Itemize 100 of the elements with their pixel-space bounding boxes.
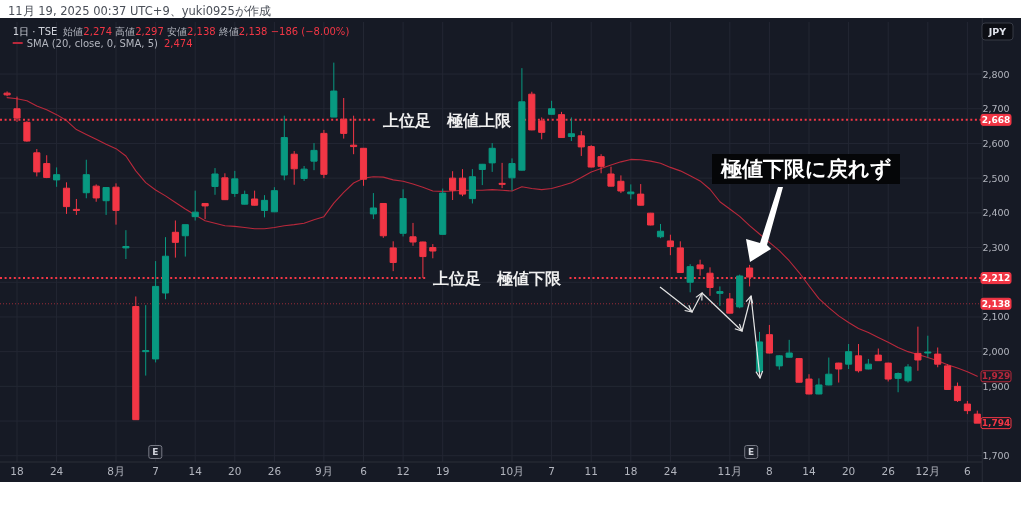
x-tick-label: 7 <box>152 465 159 477</box>
x-tick-label: 9月 <box>315 465 333 477</box>
candlestick <box>241 190 249 206</box>
candlestick <box>429 243 437 259</box>
candlestick <box>102 186 110 216</box>
x-tick-label: 11月 <box>717 465 742 477</box>
candlestick <box>320 129 328 179</box>
candlestick <box>359 147 368 187</box>
candlestick <box>666 234 674 256</box>
candlestick <box>934 346 942 368</box>
candlestick <box>805 373 813 395</box>
candlestick <box>62 181 71 215</box>
candlestick <box>637 183 645 207</box>
candlestick <box>835 362 843 384</box>
x-tick-label: 18 <box>624 465 638 477</box>
candlestick <box>845 343 853 370</box>
candlestick <box>944 363 952 391</box>
candlestick <box>171 219 179 259</box>
candlestick <box>617 174 625 194</box>
candlestick <box>72 198 80 216</box>
x-tick-label: 20 <box>841 465 856 477</box>
candlestick <box>528 91 536 131</box>
candlestick <box>854 343 863 373</box>
candlestick <box>607 166 615 187</box>
candlestick <box>884 362 892 382</box>
candlestick <box>251 190 259 207</box>
candlestick <box>221 172 229 201</box>
candlestick <box>280 115 288 181</box>
candlestick <box>815 377 823 395</box>
candlestick <box>340 97 348 140</box>
candlestick <box>874 348 882 362</box>
y-tick-label: 2,400 <box>982 207 1010 219</box>
x-tick-label: 10月 <box>499 465 525 477</box>
candlestick <box>152 260 160 363</box>
candlestick <box>181 224 189 258</box>
x-tick-label: 8月 <box>107 465 125 477</box>
candlestick <box>726 292 734 314</box>
candlestick <box>112 182 120 226</box>
candlestick <box>161 236 170 300</box>
candlestick <box>686 263 694 293</box>
x-tick-label: 19 <box>436 465 450 477</box>
annotation: E <box>152 447 159 457</box>
candlestick <box>795 357 803 384</box>
candlestick <box>43 154 51 179</box>
candlestick <box>389 240 397 272</box>
legend-label: SMA (20, close, 0, SMA, 5) <box>26 37 159 49</box>
candlestick <box>508 157 516 192</box>
y-tick-label: 2,600 <box>982 137 1010 149</box>
candlestick <box>518 67 526 172</box>
candlestick <box>231 170 239 198</box>
candlestick <box>676 240 684 274</box>
candlestick <box>399 188 407 237</box>
candlestick <box>260 194 269 218</box>
candlestick <box>92 183 100 203</box>
candlestick <box>449 170 457 201</box>
candlestick <box>498 162 506 189</box>
candlestick <box>270 186 278 213</box>
annotation: 極値下限に戻れず <box>719 157 892 181</box>
candlestick <box>458 168 467 197</box>
candlestick <box>310 142 318 171</box>
candlestick <box>765 324 773 354</box>
y-tick-label: 2,000 <box>982 346 1010 358</box>
x-tick-label: 24 <box>663 465 678 477</box>
text: 11月 19, 2025 00:37 UTC+9、yuki0925が作成 <box>8 3 271 18</box>
candlestick <box>716 285 724 307</box>
y-tick-label: 2,700 <box>982 103 1010 115</box>
x-tick-label: 20 <box>228 465 242 477</box>
x-tick-label: 7 <box>548 465 555 477</box>
candlestick <box>656 223 665 239</box>
candlestick <box>290 150 298 186</box>
y-axis-title: JPY <box>987 26 1007 37</box>
candlestick <box>953 382 962 403</box>
candlestick <box>736 274 744 309</box>
x-tick-label: 26 <box>267 465 282 477</box>
candlestick <box>924 335 932 359</box>
candlestick <box>142 304 150 377</box>
x-tick-label: 18 <box>10 465 24 477</box>
candlestick <box>904 363 912 384</box>
candlestick <box>300 165 308 182</box>
candlestick <box>775 354 783 371</box>
x-tick-label: 26 <box>881 465 896 477</box>
candlestick <box>627 183 635 200</box>
candlestick <box>963 400 971 415</box>
candlestick <box>647 212 655 226</box>
candlestick <box>53 166 61 188</box>
candlestick <box>82 159 90 199</box>
candlestick <box>122 229 130 260</box>
candlestick <box>973 410 981 424</box>
y-tick-label: 2,800 <box>982 68 1010 80</box>
x-tick-label: 12 <box>396 465 410 477</box>
x-tick-label: 12月 <box>915 465 940 477</box>
candlestick <box>488 142 496 173</box>
candlestick <box>894 371 902 393</box>
y-tick-label: 1,900 <box>982 380 1010 392</box>
candlestick <box>914 326 922 372</box>
x-tick-label: 24 <box>49 465 64 477</box>
candlestick <box>3 90 11 97</box>
candlestick <box>785 339 793 359</box>
ref-line-label: 上位足 極値上限 <box>382 110 513 130</box>
candlestick <box>567 116 575 142</box>
